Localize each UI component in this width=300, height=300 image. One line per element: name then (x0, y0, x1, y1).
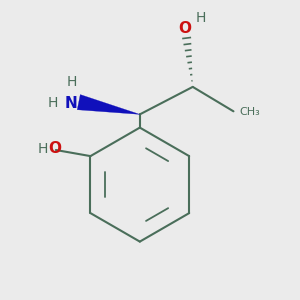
Text: H: H (66, 75, 77, 89)
Text: H: H (196, 11, 206, 25)
Text: CH₃: CH₃ (240, 107, 260, 117)
Text: O: O (48, 142, 61, 157)
Text: H: H (38, 142, 48, 156)
Text: H: H (48, 96, 58, 110)
Text: N: N (64, 96, 77, 111)
Polygon shape (77, 94, 140, 114)
Text: O: O (178, 21, 191, 36)
